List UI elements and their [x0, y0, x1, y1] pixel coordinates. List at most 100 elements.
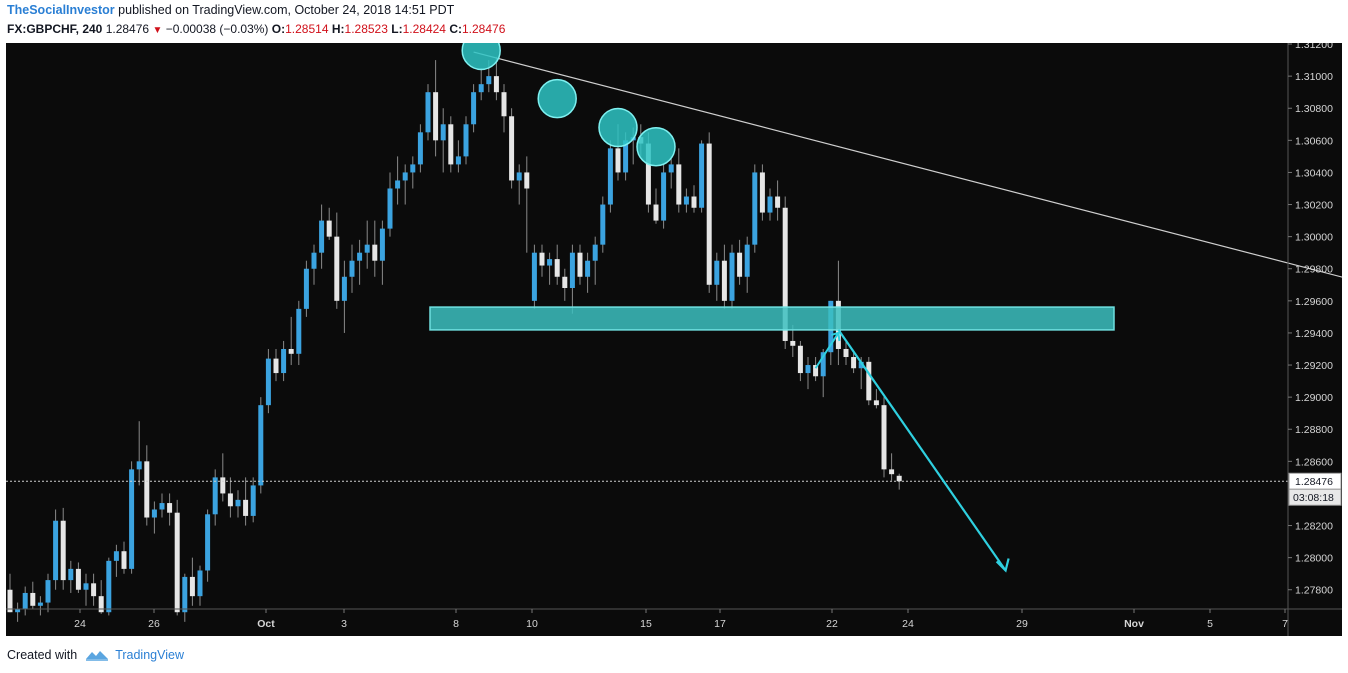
- touch-circle: [461, 30, 501, 71]
- candle-body: [592, 244, 598, 261]
- chart-pane[interactable]: 1.31200 1.31000 1.30800 1.30600 1.30400 1.302…: [6, 30, 1348, 636]
- candle-body: [782, 207, 788, 341]
- candle-body: [273, 358, 279, 374]
- candle-body: [721, 260, 727, 301]
- symbol-legend: FX:GBPCHF, 240 1.28476 ▼ −0.00038 (−0.03…: [7, 22, 505, 36]
- annotations: [6, 30, 1348, 573]
- candle-body: [455, 156, 461, 165]
- candle-body: [691, 196, 697, 208]
- candle-body: [463, 124, 469, 157]
- candle-body: [37, 602, 43, 606]
- tradingview-logo-icon: [85, 648, 109, 662]
- candle-body: [813, 365, 819, 377]
- candle-body: [364, 244, 370, 253]
- candle-body: [851, 357, 857, 369]
- candle-body: [501, 92, 507, 117]
- candle-body: [797, 345, 803, 374]
- candle-body: [881, 405, 887, 470]
- price-tick-label: 1.31000: [1295, 71, 1333, 83]
- close-label: C:: [449, 22, 462, 36]
- candle-body: [737, 252, 743, 277]
- candle-body: [752, 172, 758, 245]
- candle-body: [159, 503, 165, 510]
- candle-body: [896, 475, 902, 482]
- candle-body: [379, 228, 385, 261]
- candle-body: [585, 260, 591, 277]
- open-label: O:: [271, 22, 286, 36]
- candle-body: [577, 252, 583, 277]
- candle-body: [372, 244, 378, 261]
- price-tick-label: 1.28000: [1295, 553, 1333, 565]
- candle-body: [357, 252, 363, 261]
- candle-body: [113, 551, 119, 561]
- price-tick-label: 1.29400: [1295, 328, 1333, 340]
- price-tick-label: 1.28200: [1295, 521, 1333, 533]
- author-link[interactable]: TheSocialInvestor: [7, 3, 115, 17]
- tradingview-link[interactable]: TradingView: [115, 648, 184, 662]
- open-value: 1.28514: [285, 22, 329, 36]
- candle-body: [281, 348, 287, 374]
- candle-body: [68, 568, 74, 581]
- candle-body: [53, 520, 59, 581]
- time-tick-label: 7: [1282, 618, 1288, 630]
- candle-body: [106, 560, 112, 613]
- candle-body: [607, 148, 613, 205]
- time-tick-label: 24: [902, 618, 914, 630]
- time-tick-label: 26: [148, 618, 160, 630]
- candle-body: [699, 143, 705, 208]
- candle-body: [524, 172, 530, 189]
- last-price: 1.28476: [105, 22, 150, 36]
- price-chart[interactable]: 1.31200 1.31000 1.30800 1.30600 1.30400 1.302…: [6, 30, 1348, 636]
- candle-body: [288, 348, 294, 354]
- price-tick-label: 1.31200: [1295, 43, 1333, 51]
- candle-body: [509, 116, 515, 181]
- candle-body: [326, 220, 332, 237]
- candle-body: [334, 236, 340, 301]
- candle-body: [319, 220, 325, 253]
- projection-arrow-line: [837, 329, 1007, 572]
- candle-body: [433, 92, 439, 141]
- candle-body: [448, 124, 454, 165]
- countdown-bg: [1288, 488, 1342, 506]
- last-price-label: 1.28476: [1295, 476, 1333, 488]
- candle-body: [866, 361, 872, 401]
- candle-body: [220, 477, 226, 494]
- candle-body: [341, 276, 347, 301]
- candle-body: [174, 512, 180, 613]
- candle-body: [843, 348, 849, 358]
- time-tick-label: 5: [1207, 618, 1213, 630]
- candle-body: [653, 204, 659, 221]
- low-value: 1.28424: [402, 22, 446, 36]
- time-tick-label: 22: [826, 618, 838, 630]
- candle-body: [554, 259, 560, 277]
- candle-body: [15, 609, 21, 613]
- candle-body: [7, 589, 13, 613]
- candle-body: [303, 268, 309, 309]
- price-tick-label: 1.30000: [1295, 232, 1333, 244]
- candle-body: [83, 583, 89, 590]
- price-tick-label: 1.29200: [1295, 360, 1333, 372]
- candle-body: [387, 188, 393, 229]
- candle-body: [569, 252, 575, 288]
- touch-circle: [636, 127, 676, 167]
- footer: Created with TradingView: [7, 648, 184, 662]
- published-text: published on TradingView.com, October 24…: [118, 3, 455, 17]
- candle-body: [30, 592, 36, 606]
- time-tick-label: 15: [640, 618, 652, 630]
- price-tick-label: 1.30600: [1295, 135, 1333, 147]
- candle-body: [600, 204, 606, 245]
- time-tick-label: Nov: [1124, 618, 1144, 630]
- candle-body: [889, 469, 895, 475]
- candle-body: [243, 499, 249, 516]
- candle-body: [668, 164, 674, 173]
- time-tick-label: 17: [714, 618, 726, 630]
- candle-body: [205, 514, 211, 571]
- candle-body: [767, 196, 773, 213]
- candle-body: [144, 461, 150, 518]
- candle-body: [250, 485, 256, 516]
- candles: [7, 56, 902, 622]
- candle-body: [676, 164, 682, 205]
- high-value: 1.28523: [344, 22, 388, 36]
- candle-body: [486, 76, 492, 85]
- candle-body: [539, 252, 545, 266]
